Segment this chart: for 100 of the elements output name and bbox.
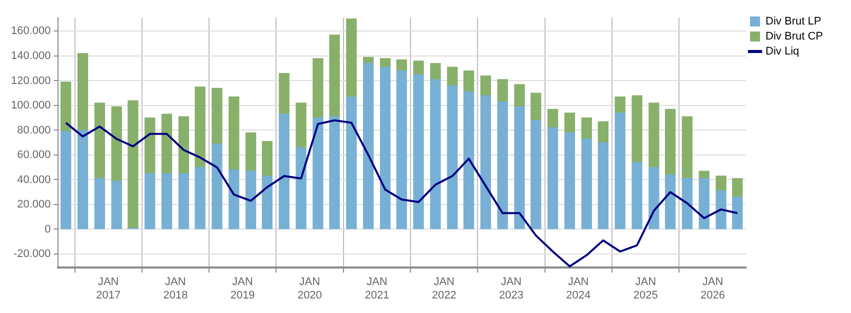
bar: [94, 102, 106, 179]
x-tick-label: JAN 2026: [700, 276, 726, 302]
bar: [648, 102, 660, 168]
bar: [396, 59, 407, 72]
bar: [380, 66, 391, 230]
bar: [380, 58, 391, 68]
bar: [278, 72, 290, 114]
y-tick-label: -20.000: [13, 248, 51, 260]
bar: [447, 66, 458, 86]
bar: [463, 70, 474, 92]
bar: [598, 121, 608, 143]
y-tick-label: 120.000: [10, 74, 51, 87]
bar: [447, 85, 458, 230]
bar: [246, 132, 256, 172]
bar: [480, 95, 491, 230]
legend-label: Div Liq: [766, 46, 800, 58]
bar: [212, 144, 222, 230]
x-tick-label: JAN 2025: [633, 276, 658, 302]
bar: [530, 92, 542, 121]
bar: [581, 118, 592, 140]
x-tick-label: JAN 2017: [96, 276, 121, 302]
x-tick-label: JAN 2024: [566, 276, 591, 302]
bar: [111, 180, 122, 230]
bar: [430, 79, 441, 230]
bar: [497, 101, 508, 230]
x-tick-label: JAN 2020: [297, 276, 322, 302]
bar: [698, 178, 710, 230]
bar: [94, 178, 106, 230]
bar: [682, 178, 693, 230]
x-tick-label: JAN 2019: [230, 276, 255, 302]
bar: [262, 141, 273, 176]
x-tick-label: JAN 2018: [163, 276, 188, 302]
y-tick-label: 20.000: [17, 198, 51, 211]
bar: [664, 174, 676, 230]
y-tick-label: 100.000: [10, 100, 51, 112]
bar: [632, 95, 642, 163]
x-tick-label: JAN 2021: [364, 276, 390, 302]
bar: [732, 196, 743, 230]
bar: [346, 18, 357, 98]
bar: [463, 92, 474, 230]
bar: [413, 60, 424, 75]
bar: [732, 178, 743, 198]
legend-label: Div Brut LP: [766, 16, 822, 28]
bar: [161, 114, 172, 174]
bar: [212, 88, 222, 144]
bar: [329, 34, 340, 117]
bar: [312, 58, 324, 118]
y-tick-label: 80.000: [17, 124, 51, 136]
y-tick-label: 0: [44, 223, 51, 236]
bar: [278, 114, 290, 230]
bar: [530, 120, 542, 230]
bar: [262, 176, 273, 230]
bar: [614, 112, 626, 230]
bar: [581, 138, 592, 230]
bar: [564, 132, 576, 230]
x-tick-label: JAN 2022: [432, 276, 456, 302]
bar: [144, 118, 156, 174]
bar: [296, 147, 306, 230]
bar: [413, 74, 424, 230]
bar: [178, 173, 190, 230]
bar: [77, 53, 88, 131]
bar: [547, 127, 558, 230]
bar: [396, 70, 407, 230]
bar: [632, 162, 642, 230]
bar: [664, 108, 676, 176]
bar: [682, 116, 693, 179]
bar: [296, 102, 306, 148]
legend-label: Div Brut CP: [766, 30, 824, 43]
bar: [194, 86, 206, 168]
bar: [194, 167, 206, 230]
bar: [329, 116, 340, 230]
bar: [312, 118, 324, 230]
bar: [228, 96, 240, 170]
y-tick-label: 40.000: [17, 174, 51, 186]
bar: [648, 167, 660, 230]
bar: [246, 170, 256, 230]
bar: [161, 173, 172, 230]
bar: [698, 170, 710, 179]
bar: [346, 96, 357, 230]
x-tick-label: JAN 2023: [498, 276, 524, 302]
bar: [363, 63, 374, 230]
bar: [716, 176, 726, 192]
y-tick-label: 160.000: [10, 25, 51, 38]
bar: [60, 82, 72, 132]
bar: [514, 84, 525, 108]
bar: [564, 112, 576, 134]
bar: [547, 108, 558, 128]
bar: [480, 75, 491, 96]
bar: [514, 106, 525, 230]
bar: [128, 100, 138, 228]
bar: [228, 170, 240, 230]
bar: [497, 79, 508, 102]
bar: [178, 116, 190, 174]
bar: [111, 106, 122, 182]
bar: [430, 63, 441, 80]
bar: [716, 190, 726, 230]
bar: [77, 130, 88, 230]
bar: [60, 131, 72, 230]
bar: [614, 96, 626, 114]
y-tick-label: 60.000: [17, 149, 51, 162]
